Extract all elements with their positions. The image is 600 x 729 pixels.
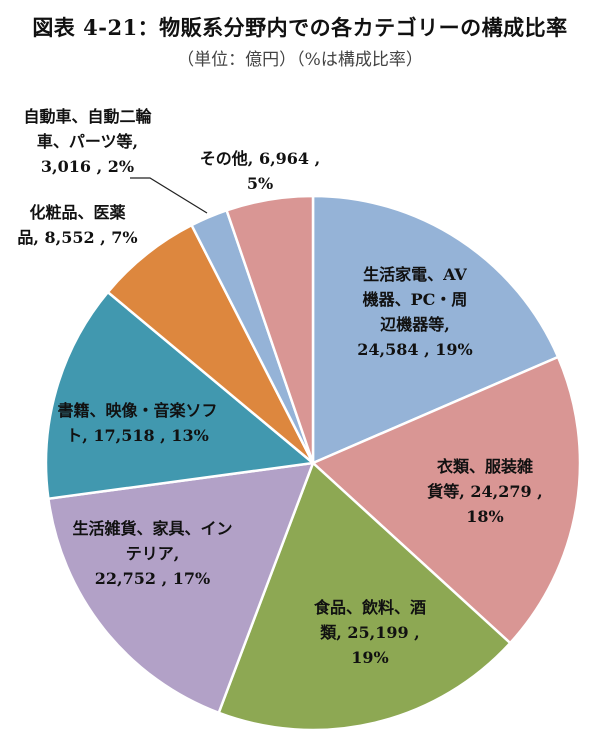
chart-title: 図表 4-21：物販系分野内での各カテゴリーの構成比率: [32, 15, 568, 40]
slice-label-household: 生活雑貨、家具、イン テリア, 22,752 , 17%: [72, 519, 233, 588]
slice-label-other: その他, 6,964 , 5%: [199, 149, 321, 193]
slice-label-appliances: 生活家電、AV 機器、PC・周 辺機器等, 24,584 , 19%: [357, 265, 473, 359]
pie-slice: [311, 194, 560, 465]
slice-label-automotive: 自動車、自動二輪 車、パーツ等, 3,016 , 2%: [23, 107, 152, 176]
slice-label-books: 書籍、映像・音楽ソフ ト, 17,518 , 13%: [57, 401, 218, 445]
pie-slice: [46, 461, 315, 715]
pie-slice: [217, 460, 512, 729]
pie-slice: [44, 290, 316, 501]
pie-slice: [310, 355, 582, 645]
slice-label-clothing: 衣類、服装雑 貨等, 24,279 , 18%: [427, 457, 543, 526]
leader-line: [130, 177, 208, 214]
pie-slice: [225, 194, 315, 464]
slice-label-cosmetics: 化粧品、医薬 品, 8,552 , 7%: [17, 203, 138, 247]
slice-label-food: 食品、飲料、酒 類, 25,199 , 19%: [313, 598, 426, 667]
chart-subtitle: （単位：億円）（%は構成比率）: [177, 50, 423, 70]
